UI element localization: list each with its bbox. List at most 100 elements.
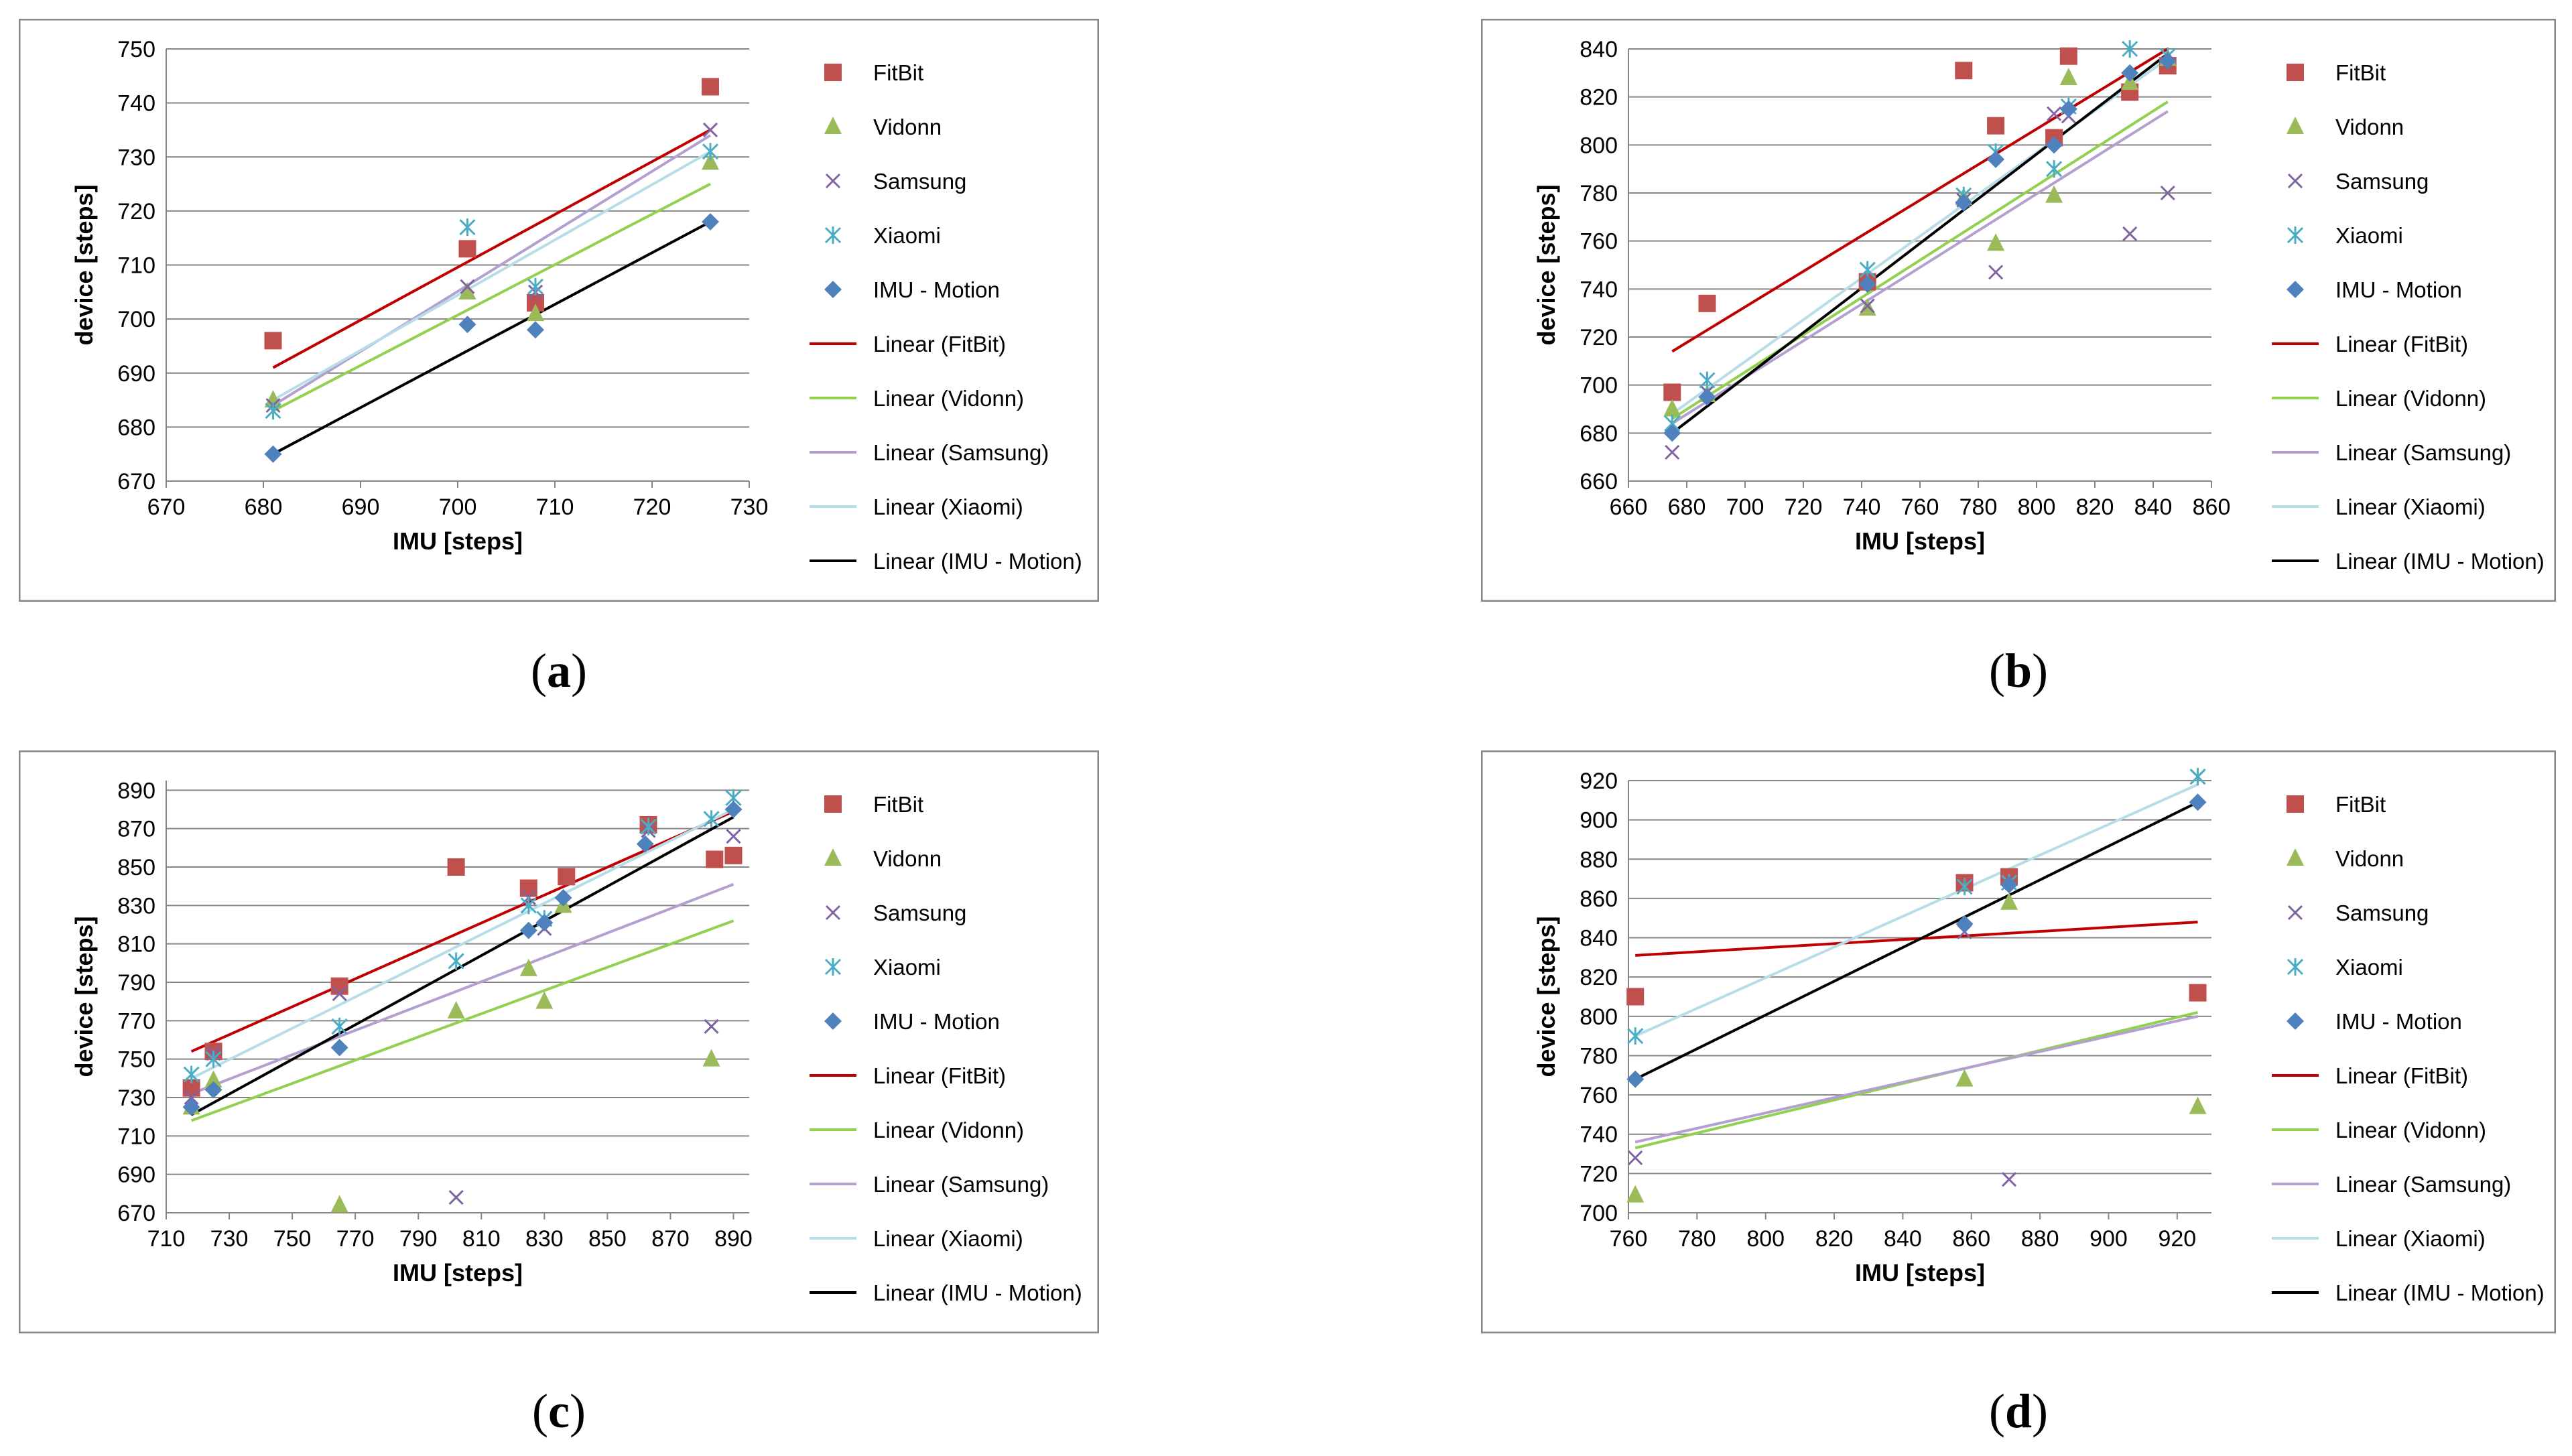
y-tick-label: 790	[117, 970, 155, 996]
chart-svg-d: 700 720 740 760 780 800 820 840 860 880 900 920 760 7…	[1480, 750, 2557, 1334]
point-xiaomi	[1699, 371, 1716, 389]
legend-label-linear-fitbit: Linear (FitBit)	[2335, 332, 2468, 356]
trendline-linear-xiaomi	[1634, 783, 2199, 1037]
point-fitbit	[1663, 383, 1681, 401]
point-imu-motion	[1663, 424, 1681, 442]
legend-label-linear-xiaomi: Linear (Xiaomi)	[873, 1226, 1023, 1251]
legend-label-linear-vidonn: Linear (Vidonn)	[873, 1118, 1024, 1142]
x-tick-label: 860	[1952, 1226, 1990, 1252]
x-tick-label: 830	[525, 1226, 564, 1252]
point-vidonn	[1955, 1069, 1974, 1087]
point-vidonn	[702, 152, 719, 170]
point-imu-motion	[2000, 876, 2018, 894]
point-xiaomi	[2189, 768, 2206, 786]
y-axis-label: device [steps]	[70, 916, 98, 1077]
series-imu-motion	[1626, 793, 2207, 1088]
y-tick-label: 710	[117, 1124, 155, 1149]
y-tick-label: 690	[117, 361, 155, 387]
point-samsung	[2122, 226, 2138, 241]
y-tick-label: 760	[1580, 1083, 1618, 1108]
x-tick-label: 870	[651, 1226, 690, 1252]
y-tick-label: 870	[117, 817, 155, 842]
chart-svg-b: 660 680 700 720 740 760 780 800 820 840 660 680 700 7…	[1480, 18, 2557, 602]
y-tick-label: 880	[1580, 847, 1618, 872]
point-imu-motion	[554, 888, 572, 907]
legend-marker-vidonn	[2287, 848, 2304, 866]
caption-b-letter: b	[2004, 644, 2033, 698]
point-samsung	[2001, 1172, 2017, 1187]
legend-label-linear-vidonn: Linear (Vidonn)	[2335, 1118, 2486, 1142]
x-tick-label: 840	[1884, 1226, 1922, 1252]
point-xiaomi	[2122, 40, 2138, 58]
point-fitbit	[1626, 988, 1645, 1006]
x-tick-label: 920	[2158, 1226, 2196, 1252]
point-imu-motion	[2189, 793, 2207, 811]
legend-marker-vidonn	[824, 117, 842, 134]
x-tick-label: 800	[2018, 494, 2056, 520]
x-tick-label: 680	[245, 494, 283, 520]
trendline-linear-xiaomi	[190, 808, 734, 1080]
y-tick-label: 850	[117, 855, 155, 880]
x-tick-label: 820	[1815, 1226, 1854, 1252]
point-xiaomi	[527, 277, 544, 295]
caption-c-letter: c	[548, 1384, 570, 1438]
y-tick-label: 730	[117, 145, 155, 170]
x-tick-label: 670	[147, 494, 186, 520]
trendline-linear-imu-motion	[1634, 801, 2199, 1081]
point-samsung	[1988, 265, 2004, 280]
point-xiaomi	[703, 810, 720, 828]
point-fitbit	[458, 240, 476, 258]
y-tick-label: 860	[1580, 886, 1618, 912]
chart-panel-a: 670 680 690 700 710 720 730 740 750 670 680 690 700 7…	[18, 18, 1100, 602]
legend-label-linear-samsung: Linear (Samsung)	[873, 440, 1049, 465]
point-imu-motion	[2121, 64, 2139, 82]
point-imu-motion	[2045, 136, 2063, 154]
y-tick-label: 840	[1580, 37, 1618, 62]
legend-marker-fitbit	[2287, 64, 2304, 81]
x-tick-label: 690	[342, 494, 380, 520]
y-axis-label: device [steps]	[70, 184, 98, 345]
y-tick-label: 740	[117, 91, 155, 117]
legend-label-vidonn: Vidonn	[873, 115, 942, 139]
y-tick-label: 740	[1580, 277, 1618, 302]
y-tick-label: 700	[1580, 373, 1618, 399]
series-xiaomi	[265, 143, 719, 420]
point-xiaomi	[520, 897, 537, 915]
point-xiaomi	[640, 817, 657, 836]
legend-label-linear-fitbit: Linear (FitBit)	[873, 1063, 1006, 1088]
caption-a: (a)	[531, 644, 587, 698]
legend-marker-samsung	[825, 905, 841, 921]
point-samsung	[460, 279, 475, 294]
point-xiaomi	[331, 1017, 348, 1035]
legend-marker-fitbit	[824, 64, 842, 81]
x-tick-label: 770	[336, 1226, 375, 1252]
x-tick-label: 740	[1843, 494, 1881, 520]
legend: FitBit Vidonn Samsung Xiaomi IMU - Motion Lin…	[810, 60, 1082, 574]
legend-marker-vidonn	[824, 848, 842, 866]
point-fitbit	[706, 850, 724, 868]
point-fitbit	[1698, 294, 1716, 312]
legend-marker-imu-motion	[824, 281, 842, 298]
legend-marker-xiaomi	[824, 958, 842, 976]
point-samsung	[332, 986, 347, 1002]
point-vidonn	[527, 304, 544, 322]
point-vidonn	[702, 1049, 720, 1067]
point-imu-motion	[724, 801, 743, 818]
legend-label-samsung: Samsung	[2335, 169, 2429, 194]
point-samsung	[184, 1089, 199, 1106]
point-fitbit	[330, 977, 348, 995]
point-xiaomi	[459, 218, 476, 237]
chart-panel-c: 670 690 710 730 750 770 790 810 830 850 870 890 710 7…	[18, 750, 1100, 1334]
point-xiaomi	[1956, 878, 1973, 896]
caption-a-letter: a	[547, 644, 571, 698]
x-tick-label: 660	[1610, 494, 1648, 520]
y-tick-label: 720	[1580, 325, 1618, 350]
x-axis-label: IMU [steps]	[1855, 527, 1985, 555]
point-xiaomi	[448, 952, 464, 970]
legend-label-samsung: Samsung	[873, 169, 966, 194]
point-imu-motion	[264, 445, 282, 463]
trendline-linear-vidonn	[1671, 101, 2169, 420]
legend-label-xiaomi: Xiaomi	[873, 223, 941, 248]
trendline-linear-imu-motion	[190, 815, 734, 1116]
y-tick-label: 680	[1580, 421, 1618, 446]
